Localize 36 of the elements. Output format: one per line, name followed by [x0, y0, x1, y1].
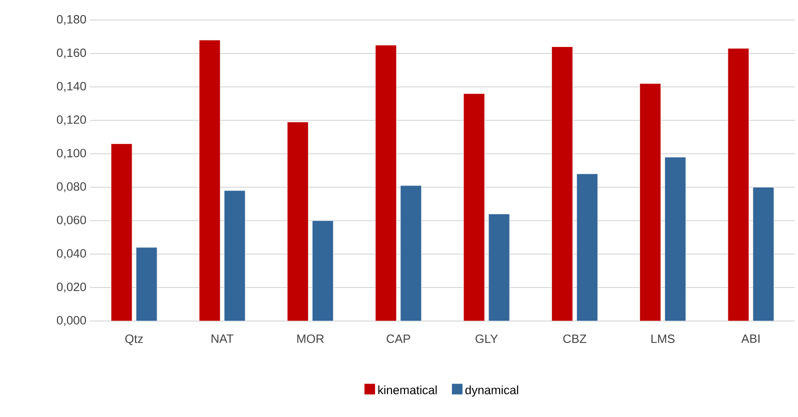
y-tick-label: 0,000 [56, 316, 86, 326]
y-tick-label: 0,040 [56, 249, 86, 260]
bar [576, 174, 598, 321]
bar [728, 48, 750, 321]
x-tick-label: Qtz [125, 334, 143, 346]
y-tick-label: 0,020 [56, 282, 86, 293]
bar [400, 185, 422, 321]
x-tick-label: LMS [651, 334, 675, 344]
x-tick-label: ABI [741, 334, 760, 343]
bar [375, 44, 397, 321]
bar [287, 122, 309, 321]
bar [488, 214, 510, 321]
y-tick-label: 0,120 [56, 115, 86, 126]
legend-label: kinematical [378, 385, 437, 394]
bar [551, 46, 573, 321]
bar [136, 247, 158, 321]
y-tick-label: 0,160 [56, 48, 86, 58]
bar [640, 83, 662, 321]
bar [110, 144, 132, 321]
legend-label: dynamical [465, 385, 518, 397]
bar [664, 156, 686, 321]
x-tick-label: CBZ [563, 334, 586, 344]
bar [312, 220, 334, 321]
y-tick-label: 0,180 [56, 15, 86, 25]
y-tick-label: 0,080 [56, 182, 86, 192]
bar [224, 190, 246, 321]
x-tick-label: MOR [297, 334, 324, 344]
x-tick-label: CAP [386, 334, 410, 344]
x-tick-label: GLY [476, 334, 498, 344]
x-tick-label: NAT [212, 334, 234, 343]
bar [752, 187, 774, 321]
y-tick-label: 0,060 [56, 216, 86, 226]
y-tick-label: 0,100 [56, 148, 86, 159]
y-tick-label: 0,140 [56, 82, 86, 92]
bar [463, 93, 485, 321]
bar [198, 40, 220, 321]
